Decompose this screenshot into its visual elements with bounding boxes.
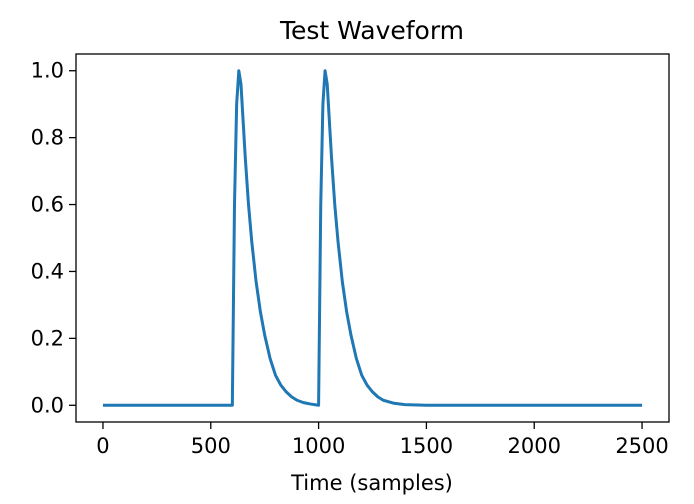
- series-line-0: [102, 69, 643, 407]
- axes-frame: [75, 53, 670, 423]
- x-tick-label: 2500: [615, 434, 668, 458]
- x-tick-label: 1000: [292, 434, 345, 458]
- y-tick-label: 0.2: [31, 326, 64, 350]
- x-tick-label: 1500: [400, 434, 453, 458]
- plot-area: [102, 69, 643, 407]
- x-tick-label: 0: [96, 434, 109, 458]
- chart-title: Test Waveform: [279, 16, 464, 45]
- axis-ticks: 0 500 1000 1500 2000 2500 0.0 0.2 0.4 0.6 0.8 1.0: [31, 59, 669, 458]
- y-tick-label: 0.0: [31, 393, 64, 417]
- y-tick-label: 1.0: [31, 59, 64, 83]
- y-tick-label: 0.8: [31, 126, 64, 150]
- x-axis-title: Time (samples): [290, 471, 453, 495]
- y-tick-label: 0.4: [31, 259, 64, 283]
- x-tick-label: 2000: [508, 434, 561, 458]
- x-tick-label: 500: [191, 434, 231, 458]
- y-tick-label: 0.6: [31, 193, 64, 217]
